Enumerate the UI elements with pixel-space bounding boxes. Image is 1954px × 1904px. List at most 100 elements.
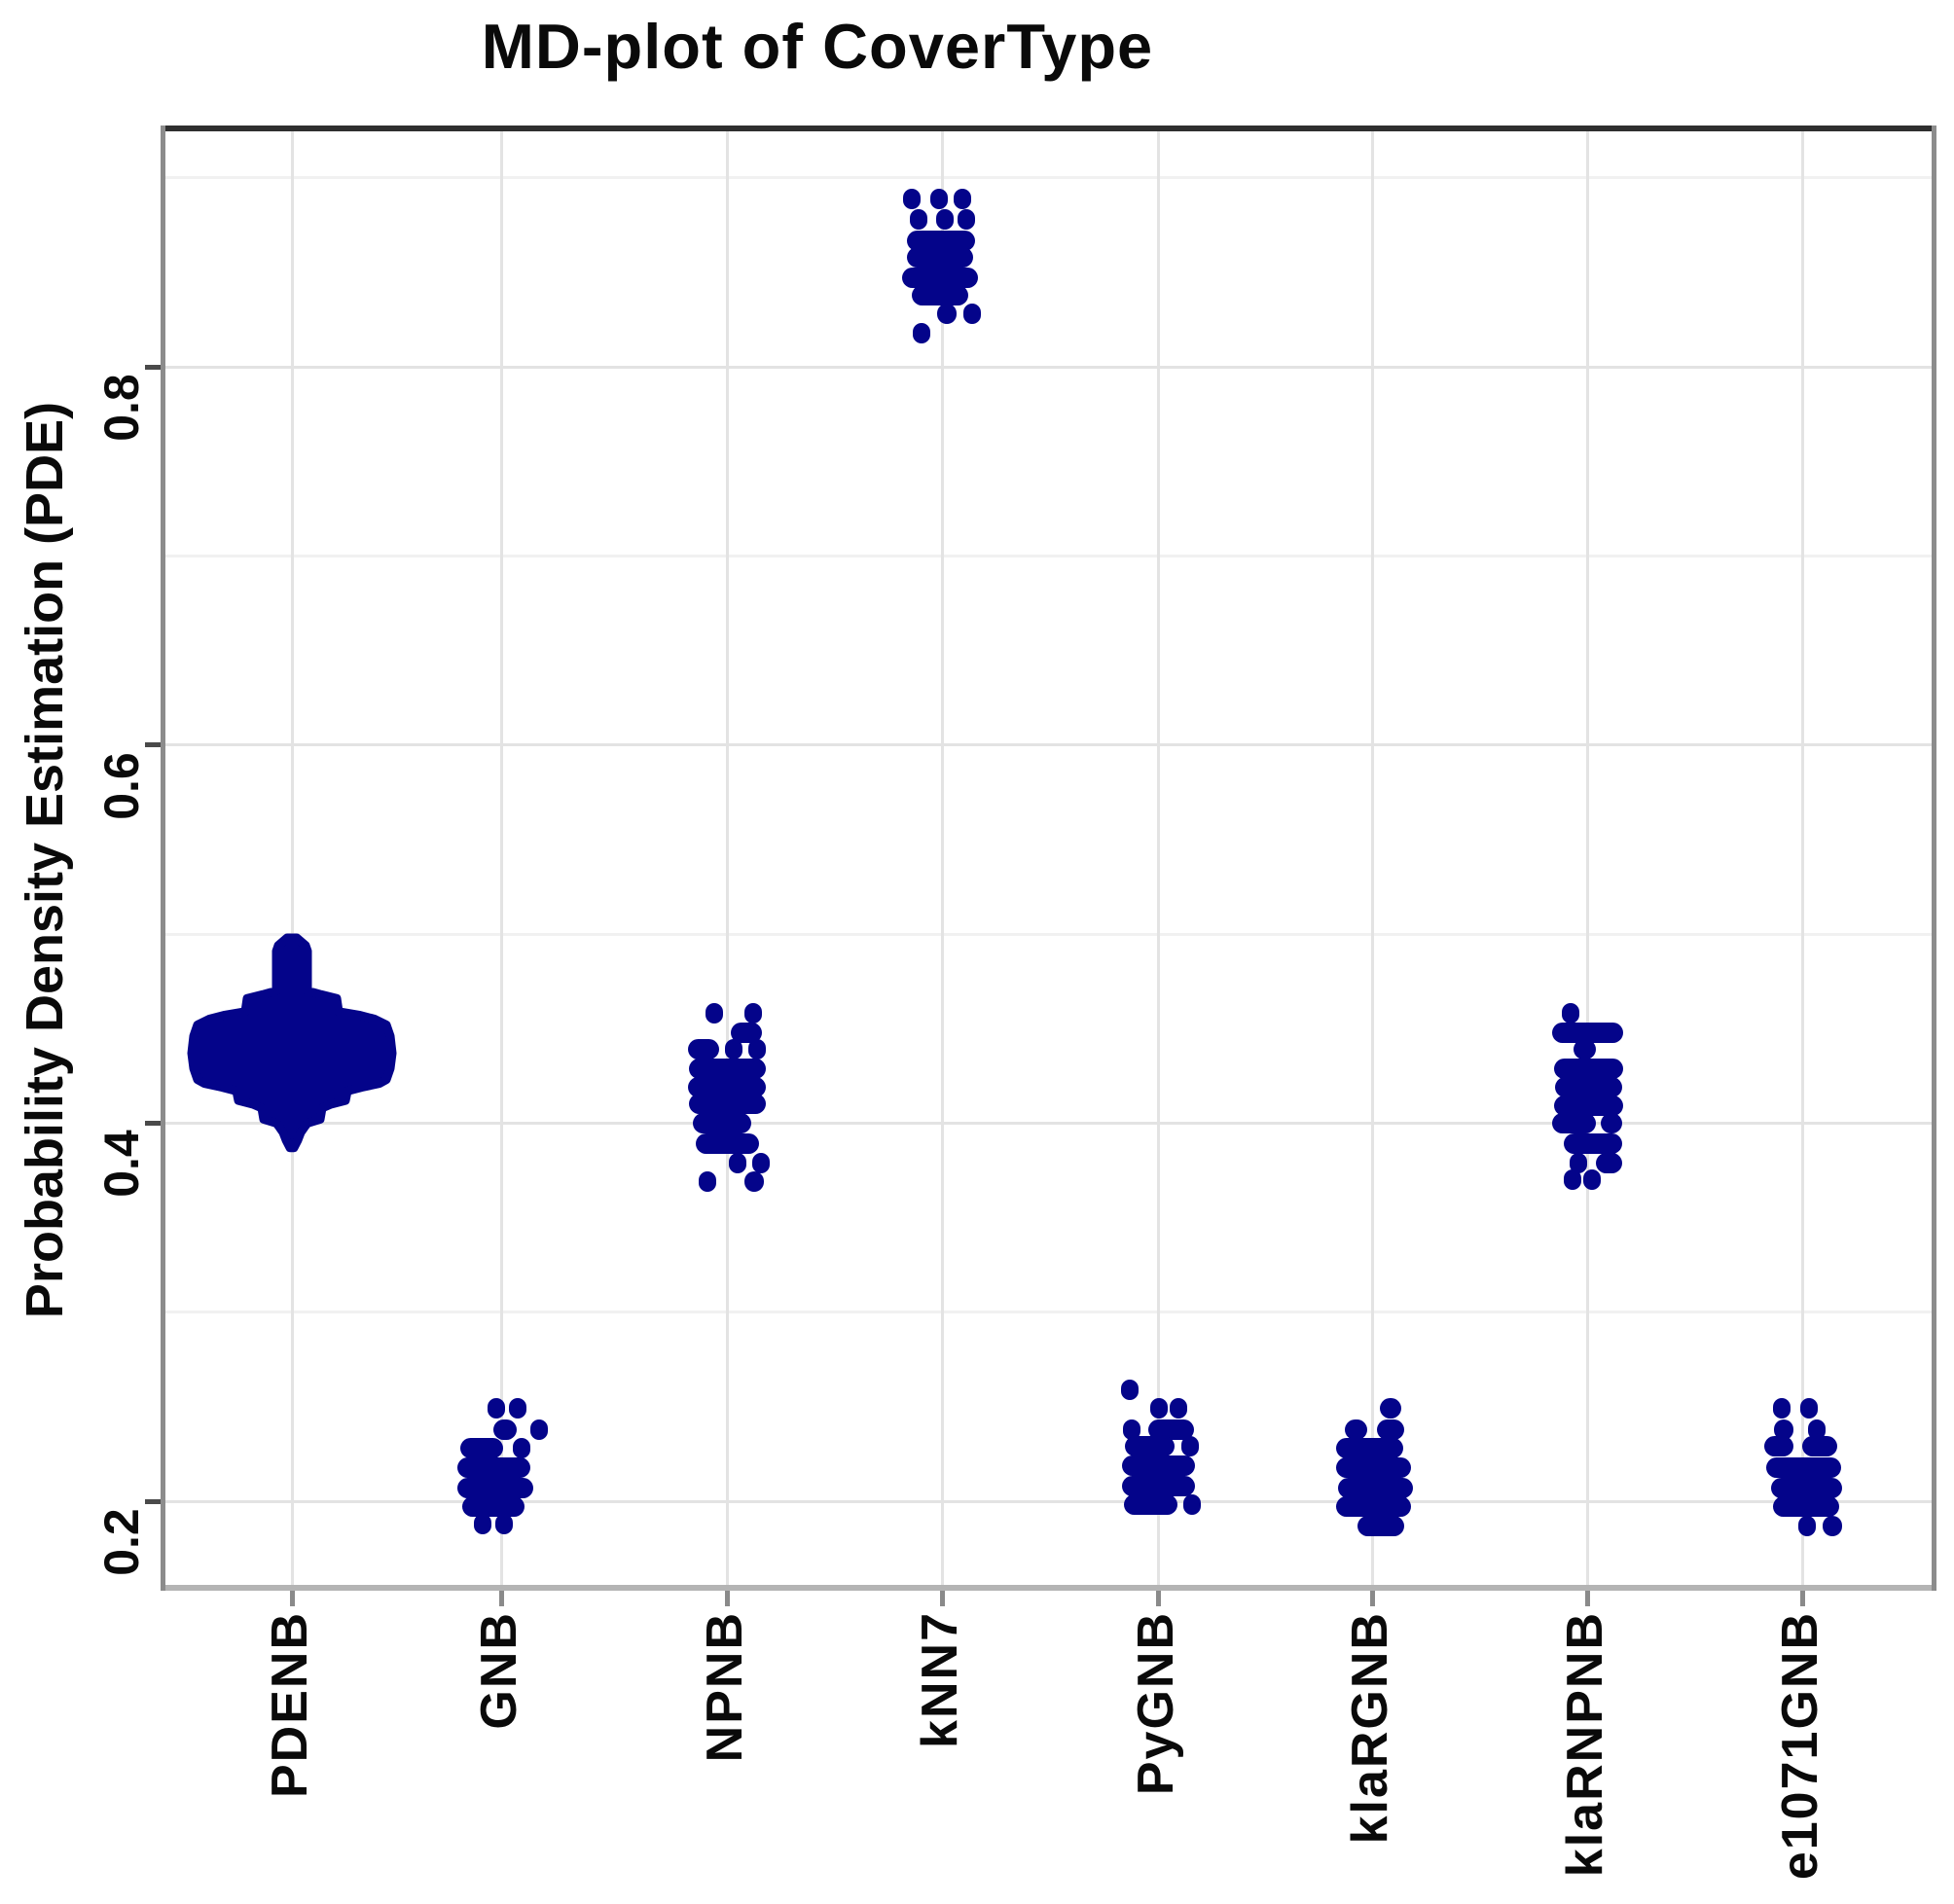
- x-tick-label: GNB: [471, 1611, 527, 1730]
- panel-border-top: [161, 126, 1936, 131]
- dot-band-npnb: [696, 1133, 759, 1155]
- dot-band-pygnb: [1181, 1436, 1199, 1457]
- dot-band-gnb: [460, 1438, 503, 1459]
- y-tick-label: 0.6: [94, 752, 149, 820]
- dot-band-klarnpnb: [1570, 1152, 1587, 1173]
- gridline-major-h: [165, 743, 1932, 747]
- dot-band-klarnpnb: [1555, 1076, 1622, 1097]
- gridline-minor-h: [165, 555, 1932, 557]
- dot-band-pygnb: [1125, 1436, 1175, 1457]
- dot-band-klarnpnb: [1574, 1039, 1596, 1060]
- dot-band-npnb: [744, 1171, 764, 1193]
- x-tick-mark: [939, 1591, 945, 1606]
- dot-band-klarnpnb: [1554, 1058, 1623, 1079]
- dot-band-npnb: [688, 1076, 766, 1097]
- dot-band-npnb: [744, 1003, 762, 1024]
- dot-band-npnb: [699, 1171, 716, 1193]
- dot-band-knn7: [963, 304, 981, 325]
- dot-band-klarnpnb: [1596, 1152, 1622, 1173]
- dot-band-klargnb: [1380, 1398, 1401, 1419]
- dot-band-knn7: [937, 304, 957, 325]
- chart-title: MD-plot of CoverType: [481, 11, 1154, 82]
- dot-band-npnb: [725, 1039, 742, 1060]
- dot-band-npnb: [731, 1022, 762, 1043]
- x-tick-label: klaRNPNB: [1557, 1611, 1613, 1878]
- dot-band-knn7: [930, 188, 948, 209]
- dot-band-gnb: [509, 1398, 526, 1419]
- dot-band-e1071gnb: [1798, 1515, 1816, 1536]
- dot-band-knn7: [902, 268, 978, 289]
- x-tick-label: PyGNB: [1128, 1611, 1184, 1796]
- dot-band-pygnb: [1124, 1494, 1177, 1516]
- dot-band-gnb: [493, 1419, 517, 1440]
- x-tick-label: e1071GNB: [1772, 1611, 1828, 1881]
- dot-band-klarnpnb: [1583, 1169, 1601, 1191]
- x-tick-mark: [1584, 1591, 1590, 1606]
- dot-band-knn7: [907, 230, 975, 251]
- x-tick-mark: [1799, 1591, 1805, 1606]
- dot-band-e1071gnb: [1771, 1477, 1842, 1498]
- dot-band-e1071gnb: [1766, 1456, 1841, 1478]
- dot-band-npnb: [689, 1094, 766, 1115]
- gridline-major-h: [165, 365, 1932, 369]
- dot-band-gnb: [474, 1513, 491, 1534]
- dot-band-e1071gnb: [1764, 1436, 1793, 1457]
- y-tick-mark: [145, 364, 161, 370]
- dot-band-gnb: [462, 1496, 525, 1518]
- dot-band-e1071gnb: [1800, 1398, 1818, 1419]
- dot-band-npnb: [688, 1039, 719, 1060]
- gridline-minor-h: [165, 1311, 1932, 1314]
- x-tick-mark: [724, 1591, 730, 1606]
- x-tick-label: PDENB: [262, 1611, 318, 1799]
- y-tick-mark: [145, 742, 161, 748]
- dot-band-klarnpnb: [1552, 1112, 1596, 1133]
- gridline-major-v: [499, 131, 503, 1585]
- dot-band-klargnb: [1345, 1419, 1367, 1440]
- dot-band-klarnpnb: [1601, 1112, 1622, 1133]
- dot-band-npnb: [729, 1152, 746, 1173]
- dot-band-npnb: [693, 1112, 751, 1133]
- dot-band-gnb: [495, 1513, 513, 1534]
- x-tick-mark: [1155, 1591, 1161, 1606]
- y-tick-label: 0.2: [94, 1508, 149, 1576]
- x-tick-label: kNN7: [912, 1611, 968, 1748]
- dot-band-klargnb: [1336, 1456, 1411, 1478]
- gridline-major-v: [725, 131, 729, 1585]
- dot-band-klarnpnb: [1554, 1096, 1623, 1117]
- gridline-major-v: [940, 131, 944, 1585]
- gridline-major-v: [1800, 131, 1804, 1585]
- x-tick-label: klaRGNB: [1342, 1611, 1398, 1845]
- dot-band-klarnpnb: [1562, 1003, 1579, 1024]
- dot-band-e1071gnb: [1808, 1419, 1826, 1440]
- dot-band-pygnb: [1122, 1455, 1195, 1476]
- dot-band-e1071gnb: [1774, 1419, 1793, 1440]
- panel-border-left: [161, 126, 165, 1591]
- y-tick-mark: [145, 1120, 161, 1126]
- gridline-major-h: [165, 1499, 1932, 1503]
- y-tick-mark: [145, 1498, 161, 1504]
- dot-band-gnb: [457, 1456, 530, 1478]
- plot-panel: [165, 131, 1932, 1585]
- dot-band-pygnb: [1183, 1494, 1201, 1516]
- dot-band-pygnb: [1148, 1419, 1194, 1440]
- gridline-major-v: [1585, 131, 1589, 1585]
- dot-band-e1071gnb: [1773, 1398, 1791, 1419]
- dot-band-knn7: [907, 247, 973, 268]
- x-tick-mark: [289, 1591, 295, 1606]
- gridline-major-v: [290, 131, 294, 1585]
- dot-band-gnb: [530, 1419, 548, 1440]
- dot-band-klargnb: [1377, 1419, 1404, 1440]
- x-tick-label: NPNB: [697, 1611, 753, 1763]
- dot-band-npnb: [689, 1058, 766, 1079]
- dot-band-e1071gnb: [1823, 1515, 1842, 1536]
- y-tick-label: 0.8: [94, 374, 149, 442]
- dot-band-pygnb: [1122, 1475, 1195, 1496]
- dot-band-knn7: [913, 322, 930, 343]
- violin-pdenb: [187, 933, 397, 1153]
- dot-band-knn7: [958, 209, 975, 231]
- y-tick-label: 0.4: [94, 1130, 149, 1199]
- dot-band-knn7: [936, 209, 954, 231]
- dot-band-klarnpnb: [1552, 1022, 1623, 1043]
- x-tick-mark: [1369, 1591, 1375, 1606]
